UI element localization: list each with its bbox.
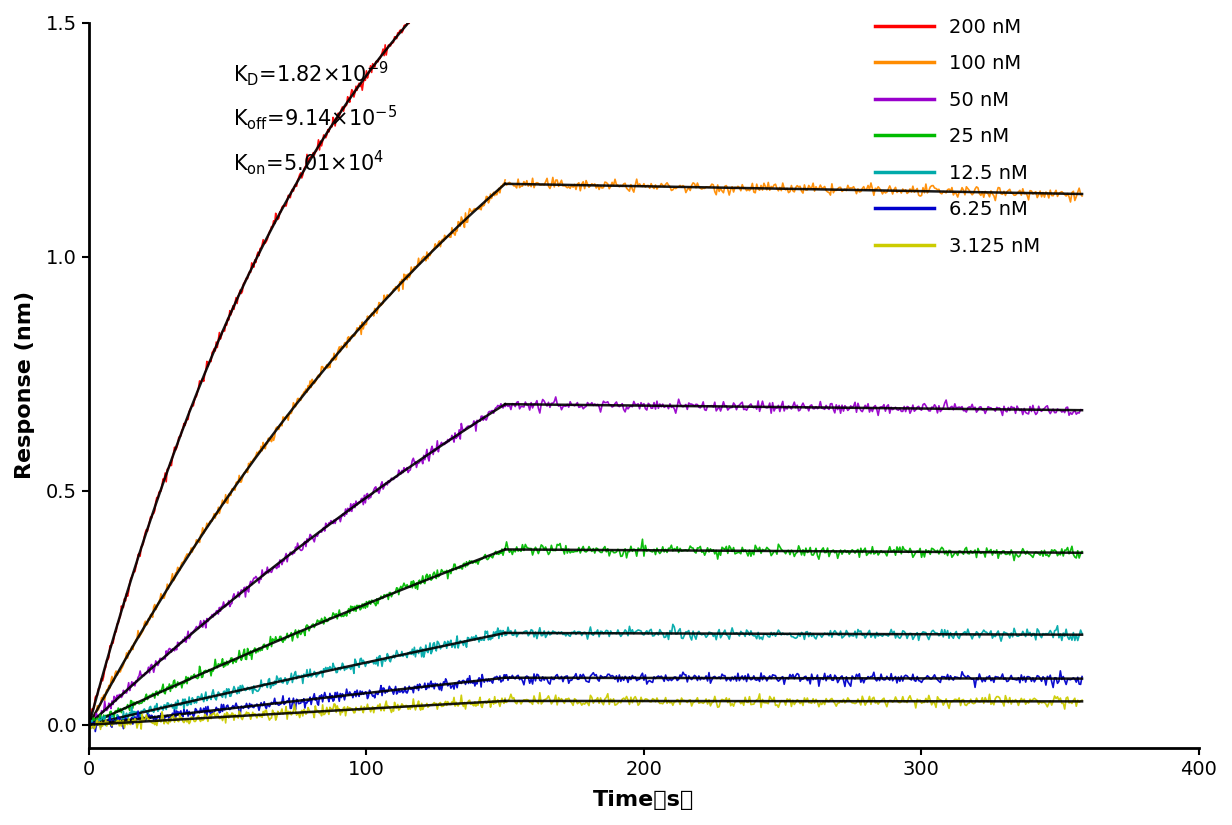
Legend: 200 nM, 100 nM, 50 nM, 25 nM, 12.5 nM, 6.25 nM, 3.125 nM: 200 nM, 100 nM, 50 nM, 25 nM, 12.5 nM, 6… <box>876 17 1041 256</box>
Y-axis label: Response (nm): Response (nm) <box>15 291 34 479</box>
X-axis label: Time（s）: Time（s） <box>593 790 695 810</box>
Text: K$_\mathrm{D}$=1.82×10$^{-9}$
K$_\mathrm{off}$=9.14×10$^{-5}$
K$_\mathrm{on}$=5.: K$_\mathrm{D}$=1.82×10$^{-9}$ K$_\mathrm… <box>233 59 398 177</box>
